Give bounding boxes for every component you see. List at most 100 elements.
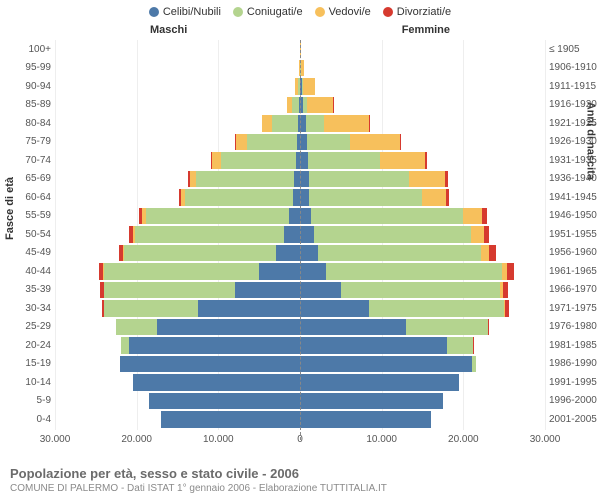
age-label: 25-29 <box>17 321 51 332</box>
seg <box>104 263 259 280</box>
seg <box>306 115 324 132</box>
bar-right <box>300 263 545 280</box>
seg <box>292 97 299 114</box>
bar-left <box>55 300 300 317</box>
seg <box>300 152 308 169</box>
legend-item: Vedovi/e <box>315 6 371 18</box>
seg <box>307 97 332 114</box>
bar-left <box>55 152 300 169</box>
seg <box>293 189 300 206</box>
seg <box>472 356 476 373</box>
bar-right <box>300 152 545 169</box>
chart-footer: Popolazione per età, sesso e stato civil… <box>10 466 590 494</box>
seg <box>300 411 431 428</box>
age-label: 15-19 <box>17 358 51 369</box>
label-females: Femmine <box>402 24 450 36</box>
seg <box>300 226 314 243</box>
seg <box>309 171 409 188</box>
seg <box>300 319 406 336</box>
bar-left <box>55 78 300 95</box>
seg <box>284 226 300 243</box>
bar-left <box>55 226 300 243</box>
birth-label: 2001-2005 <box>549 414 600 425</box>
birth-label: ≤ 1905 <box>549 44 600 55</box>
seg <box>324 115 369 132</box>
seg <box>135 226 284 243</box>
legend-swatch <box>149 7 159 17</box>
bar-left <box>55 115 300 132</box>
seg <box>300 374 459 391</box>
birth-label: 1991-1995 <box>549 377 600 388</box>
seg <box>425 152 427 169</box>
x-tick: 30.000 <box>40 434 71 445</box>
yaxis-left-title: Fasce di età <box>4 177 16 240</box>
seg <box>300 245 318 262</box>
legend-label: Vedovi/e <box>329 6 371 18</box>
seg <box>300 356 472 373</box>
birth-label: 1961-1965 <box>549 266 600 277</box>
seg <box>507 263 514 280</box>
seg <box>314 226 471 243</box>
seg <box>446 189 449 206</box>
center-line <box>300 40 301 440</box>
bar-left <box>55 356 300 373</box>
birth-label: 1916-1920 <box>549 99 600 110</box>
bar-left <box>55 97 300 114</box>
seg <box>161 411 300 428</box>
bar-right <box>300 300 545 317</box>
seg <box>463 208 483 225</box>
x-tick: 20.000 <box>121 434 152 445</box>
bar-left <box>55 245 300 262</box>
bar-right <box>300 411 545 428</box>
bar-right <box>300 115 545 132</box>
birth-label: 1956-1960 <box>549 247 600 258</box>
age-label: 60-64 <box>17 192 51 203</box>
seg <box>422 189 447 206</box>
seg <box>121 337 128 354</box>
bar-left <box>55 374 300 391</box>
bar-left <box>55 134 300 151</box>
x-axis: 30.00020.00010.000010.00020.00030.000 <box>55 430 545 450</box>
age-label: 30-34 <box>17 303 51 314</box>
age-label: 35-39 <box>17 284 51 295</box>
bar-left <box>55 282 300 299</box>
bar-right <box>300 208 545 225</box>
legend-label: Coniugati/e <box>247 6 303 18</box>
birth-label: 1926-1930 <box>549 136 600 147</box>
legend-item: Celibi/Nubili <box>149 6 221 18</box>
birth-label: 1906-1910 <box>549 62 600 73</box>
age-label: 20-24 <box>17 340 51 351</box>
x-tick: 0 <box>297 434 303 445</box>
seg <box>300 300 369 317</box>
age-label: 85-89 <box>17 99 51 110</box>
seg <box>198 300 300 317</box>
bar-right <box>300 374 545 391</box>
birth-label: 1911-1915 <box>549 81 600 92</box>
seg <box>489 245 496 262</box>
seg <box>303 78 315 95</box>
bar-left <box>55 411 300 428</box>
bar-right <box>300 134 545 151</box>
seg <box>380 152 425 169</box>
seg <box>445 171 447 188</box>
birth-label: 1921-1925 <box>549 118 600 129</box>
bar-left <box>55 319 300 336</box>
legend-item: Coniugati/e <box>233 6 303 18</box>
bar-right <box>300 337 545 354</box>
age-label: 65-69 <box>17 173 51 184</box>
seg <box>235 282 300 299</box>
birth-label: 1951-1955 <box>549 229 600 240</box>
legend: Celibi/Nubili Coniugati/e Vedovi/e Divorzia… <box>0 6 600 18</box>
legend-label: Divorziati/e <box>397 6 451 18</box>
seg <box>259 263 300 280</box>
bar-right <box>300 60 545 77</box>
seg <box>104 300 198 317</box>
birth-label: 1946-1950 <box>549 210 600 221</box>
seg <box>196 171 294 188</box>
bar-right <box>300 226 545 243</box>
seg <box>124 245 275 262</box>
seg <box>311 208 462 225</box>
age-label: 75-79 <box>17 136 51 147</box>
bar-left <box>55 41 300 58</box>
birth-label: 1981-1985 <box>549 340 600 351</box>
